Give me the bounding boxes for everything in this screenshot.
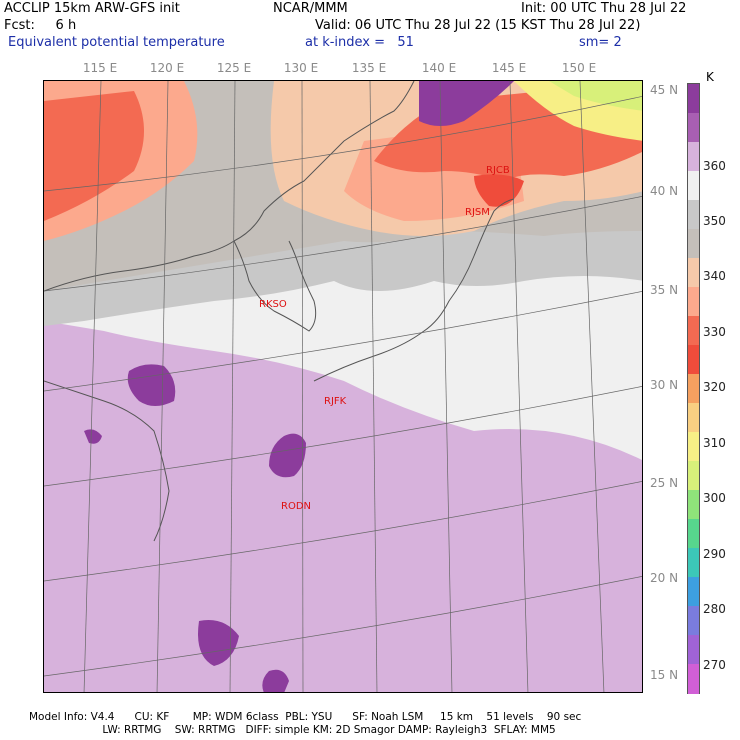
coastline-japan <box>313 198 515 382</box>
lon-label: 120 E <box>149 61 185 75</box>
lat-label: 15 N <box>650 668 679 682</box>
colorbar-tick: 310 <box>703 436 726 450</box>
colorbar-segment <box>688 287 699 317</box>
institution: NCAR/MMM <box>273 1 348 16</box>
purple-patch <box>198 620 239 666</box>
valid-time: Valid: 06 UTC Thu 28 Jul 22 (15 KST Thu … <box>315 18 641 33</box>
colorbar-tick: 280 <box>703 602 726 616</box>
colorbar-segment <box>688 577 699 607</box>
lon-label: 150 E <box>561 61 597 75</box>
lon-label: 135 E <box>351 61 387 75</box>
lat-label: 35 N <box>650 283 679 297</box>
colorbar-segment <box>688 84 699 114</box>
coastline-korea <box>233 240 317 332</box>
colorbar-segment <box>688 548 699 578</box>
colorbar-segment <box>688 113 699 143</box>
colorbar-segment <box>688 345 699 375</box>
colorbar-segment <box>688 490 699 520</box>
lon-label: 140 E <box>421 61 457 75</box>
colorbar-segment <box>688 635 699 665</box>
purple-patch <box>262 669 289 692</box>
colorbar-tick: 320 <box>703 380 726 394</box>
station-label: RJFK <box>324 396 347 407</box>
level-label: at k-index = 51 <box>305 35 414 50</box>
colorbar-segment <box>688 432 699 462</box>
lat-label: 45 N <box>650 83 679 97</box>
init-time: Init: 00 UTC Thu 28 Jul 22 <box>521 1 687 16</box>
purple-patch <box>84 429 102 444</box>
model-info: Model Info: V4.4 CU: KF MP: WDM 6class P… <box>29 711 582 723</box>
model-physics: LW: RRTMG SW: RRTMG DIFF: simple KM: 2D … <box>29 724 556 736</box>
colorbar-segment <box>688 403 699 433</box>
purple-strip <box>419 81 514 126</box>
station-label: RODN <box>281 501 311 512</box>
lat-label: 25 N <box>650 476 679 490</box>
colorbar-segment <box>688 461 699 491</box>
lon-label: 115 E <box>82 61 118 75</box>
colorbar-tick: 290 <box>703 547 726 561</box>
equivalent-potential-temperature-map: RJCB RJSM RKSO RJFK RODN <box>43 80 643 693</box>
forecast-hour: Fcst: 6 h <box>4 18 77 33</box>
lat-label: 40 N <box>650 184 679 198</box>
graticule <box>44 81 642 692</box>
map-canvas: RJCB RJSM RKSO RJFK RODN <box>44 81 642 692</box>
colorbar-tick: 300 <box>703 491 726 505</box>
coastline <box>44 81 415 292</box>
coastline-china <box>44 380 170 542</box>
station-label: RJCB <box>486 165 510 176</box>
lat-label: 30 N <box>650 378 679 392</box>
colorbar-segment <box>688 664 699 694</box>
station-label: RKSO <box>259 299 287 310</box>
red-core <box>474 174 524 207</box>
purple-patch <box>269 433 306 478</box>
colorbar-segment <box>688 519 699 549</box>
colorbar-segment <box>688 374 699 404</box>
smoothing-label: sm= 2 <box>579 35 622 50</box>
green-region <box>549 81 642 111</box>
lat-label: 20 N <box>650 571 679 585</box>
colorbar-unit: K <box>706 70 714 84</box>
colorbar-segment <box>688 258 699 288</box>
field-name: Equivalent potential temperature <box>8 35 225 50</box>
model-title: ACCLIP 15km ARW-GFS init <box>4 1 180 16</box>
colorbar-tick: 350 <box>703 214 726 228</box>
purple-patch <box>127 364 176 406</box>
colorbar-segment <box>688 200 699 230</box>
colorbar-tick: 330 <box>703 325 726 339</box>
colorbar-tick: 360 <box>703 159 726 173</box>
colorbar-segment <box>688 229 699 259</box>
station-label: RJSM <box>465 207 490 218</box>
colorbar-tick: 270 <box>703 658 726 672</box>
colorbar-segment <box>688 171 699 201</box>
colorbar-segment <box>688 316 699 346</box>
colorbar <box>687 83 700 694</box>
lon-label: 130 E <box>283 61 319 75</box>
colorbar-segment <box>688 142 699 172</box>
lon-label: 125 E <box>216 61 252 75</box>
colorbar-segment <box>688 606 699 636</box>
colorbar-tick: 340 <box>703 269 726 283</box>
lon-label: 145 E <box>491 61 527 75</box>
